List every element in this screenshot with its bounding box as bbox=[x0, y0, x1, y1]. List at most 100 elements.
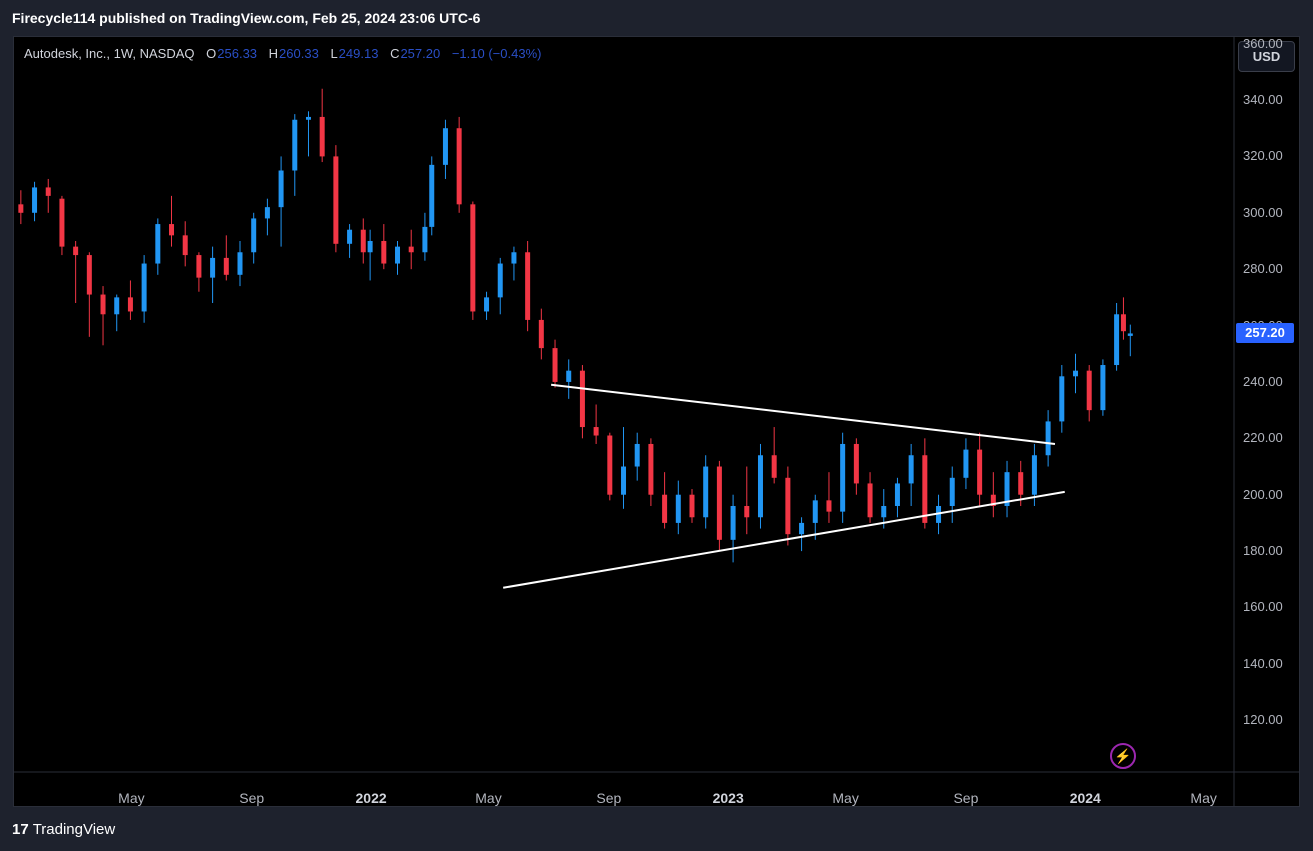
candle-up bbox=[305, 116, 311, 120]
symbol-name: Autodesk, Inc., 1W, NASDAQ bbox=[24, 46, 195, 61]
price-tick-label: 340.00 bbox=[1243, 92, 1283, 108]
price-tick-label: 280.00 bbox=[1243, 261, 1283, 277]
candle-down bbox=[867, 483, 873, 518]
candle-up bbox=[442, 128, 448, 165]
candle-up bbox=[237, 252, 243, 275]
time-tick-label: May bbox=[832, 790, 859, 806]
brand-name: TradingView bbox=[32, 821, 116, 838]
tradingview-logo-icon: 17 bbox=[12, 821, 29, 838]
candle-up bbox=[251, 218, 257, 253]
candle-down bbox=[525, 252, 531, 320]
close-label: C bbox=[390, 46, 400, 61]
candle-up bbox=[497, 263, 503, 298]
time-tick-label: Sep bbox=[239, 790, 265, 806]
time-tick-label: 2024 bbox=[1069, 790, 1101, 806]
price-tick-label: 140.00 bbox=[1243, 655, 1283, 671]
candle-up bbox=[799, 522, 805, 535]
candle-down bbox=[470, 204, 476, 312]
candle-down bbox=[648, 443, 654, 495]
candle-up bbox=[422, 226, 428, 253]
candle-up bbox=[1045, 421, 1051, 456]
candle-down bbox=[579, 370, 585, 428]
time-tick-label: Sep bbox=[596, 790, 622, 806]
candle-up bbox=[210, 257, 216, 278]
candle-up bbox=[621, 466, 627, 495]
candle-down bbox=[86, 255, 92, 295]
candle-up bbox=[32, 187, 38, 213]
symbol-legend: Autodesk, Inc., 1W, NASDAQ O256.33 H260.… bbox=[24, 46, 541, 61]
candle-down bbox=[223, 257, 229, 275]
candle-up bbox=[812, 500, 818, 523]
price-tick-label: 180.00 bbox=[1243, 543, 1283, 559]
candle-up bbox=[347, 229, 353, 244]
price-tick-label: 300.00 bbox=[1243, 204, 1283, 220]
candle-up bbox=[1031, 455, 1037, 495]
candle-up bbox=[1100, 365, 1106, 411]
trendline-upper bbox=[550, 383, 1056, 445]
candle-down bbox=[771, 455, 777, 478]
high-label: H bbox=[268, 46, 279, 61]
tradingview-brand: 17 TradingView bbox=[12, 821, 115, 838]
candle-up bbox=[484, 297, 490, 312]
candle-up bbox=[1127, 333, 1133, 336]
candle-down bbox=[990, 494, 996, 506]
candle-down bbox=[100, 294, 106, 315]
price-tick-label: 360.00 bbox=[1243, 36, 1283, 51]
candle-down bbox=[127, 297, 133, 312]
candle-up bbox=[881, 505, 887, 518]
candle-up bbox=[141, 263, 147, 312]
candle-down bbox=[662, 494, 668, 523]
candle-down bbox=[1018, 472, 1024, 495]
candle-up bbox=[1114, 314, 1120, 366]
candle-down bbox=[45, 187, 51, 196]
close-value: 257.20 bbox=[400, 46, 441, 61]
candle-up bbox=[703, 466, 709, 518]
candle-down bbox=[196, 255, 202, 278]
candle-up bbox=[634, 443, 640, 467]
price-tick-label: 220.00 bbox=[1243, 430, 1283, 446]
candle-up bbox=[949, 477, 955, 506]
candle-down bbox=[1086, 370, 1092, 411]
price-tick-label: 200.00 bbox=[1243, 486, 1283, 502]
candle-down bbox=[593, 427, 599, 436]
candle-down bbox=[922, 455, 928, 523]
candle-up bbox=[963, 449, 969, 478]
candle-down bbox=[853, 443, 859, 484]
candle-up bbox=[1004, 472, 1010, 506]
lightning-bolt-icon[interactable]: ⚡ bbox=[1110, 743, 1136, 769]
price-tick-label: 320.00 bbox=[1243, 148, 1283, 164]
candle-down bbox=[538, 319, 544, 349]
candle-down bbox=[716, 466, 722, 540]
candle-down bbox=[785, 477, 791, 535]
time-tick-label: May bbox=[1190, 790, 1217, 806]
candle-down bbox=[182, 235, 188, 256]
low-label: L bbox=[330, 46, 338, 61]
header-bar: Firecycle114 published on TradingView.co… bbox=[0, 0, 1313, 36]
candle-down bbox=[456, 128, 462, 205]
open-value: 256.33 bbox=[217, 46, 258, 61]
candle-up bbox=[114, 297, 120, 315]
candle-up bbox=[840, 443, 846, 512]
candle-down bbox=[689, 494, 695, 518]
candle-down bbox=[607, 435, 613, 495]
chart-frame[interactable]: Autodesk, Inc., 1W, NASDAQ O256.33 H260.… bbox=[13, 36, 1300, 807]
candle-up bbox=[730, 505, 736, 540]
price-tick-label: 120.00 bbox=[1243, 712, 1283, 728]
candle-down bbox=[73, 246, 79, 256]
candle-down bbox=[360, 229, 366, 253]
time-tick-label: May bbox=[118, 790, 145, 806]
currency-button[interactable]: USD bbox=[1238, 41, 1295, 72]
candle-down bbox=[1120, 314, 1126, 332]
candle-down bbox=[977, 449, 983, 495]
candle-up bbox=[264, 207, 270, 219]
candle-down bbox=[744, 505, 750, 518]
candle-down bbox=[319, 116, 325, 157]
time-tick-label: 2022 bbox=[355, 790, 387, 806]
candle-up bbox=[395, 246, 401, 264]
price-tick-label: 160.00 bbox=[1243, 599, 1283, 615]
change-value: −1.10 (−0.43%) bbox=[451, 46, 542, 61]
price-chart[interactable] bbox=[14, 37, 1300, 807]
trendline-lower bbox=[503, 490, 1065, 589]
candle-up bbox=[278, 170, 284, 208]
time-tick-label: 2023 bbox=[712, 790, 744, 806]
